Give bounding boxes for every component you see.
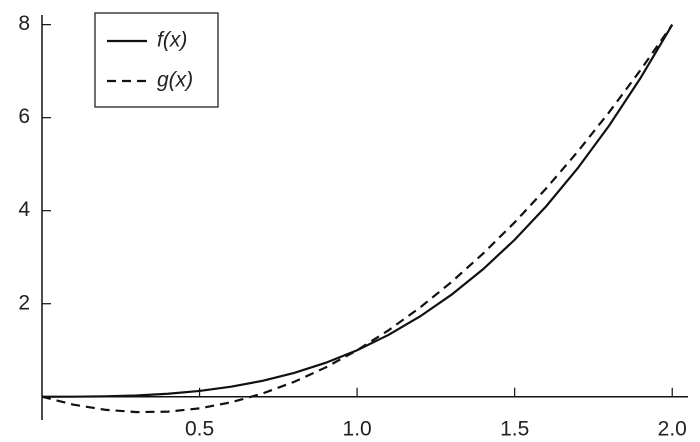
legend-label: g(x) [157,69,193,92]
x-tick-label: 1.0 [343,418,372,441]
y-tick-label: 8 [18,12,30,35]
line-series [41,24,674,414]
x-tick-label: 1.5 [500,418,529,441]
legend-box [94,12,219,108]
line-series [41,24,674,398]
x-tick-label: 0.5 [185,418,214,441]
y-tick-label: 4 [18,198,30,221]
y-tick-label: 6 [18,105,30,128]
legend-label: f(x) [157,29,187,52]
x-tick-label: 2.0 [658,418,687,441]
y-tick-label: 2 [18,291,30,314]
